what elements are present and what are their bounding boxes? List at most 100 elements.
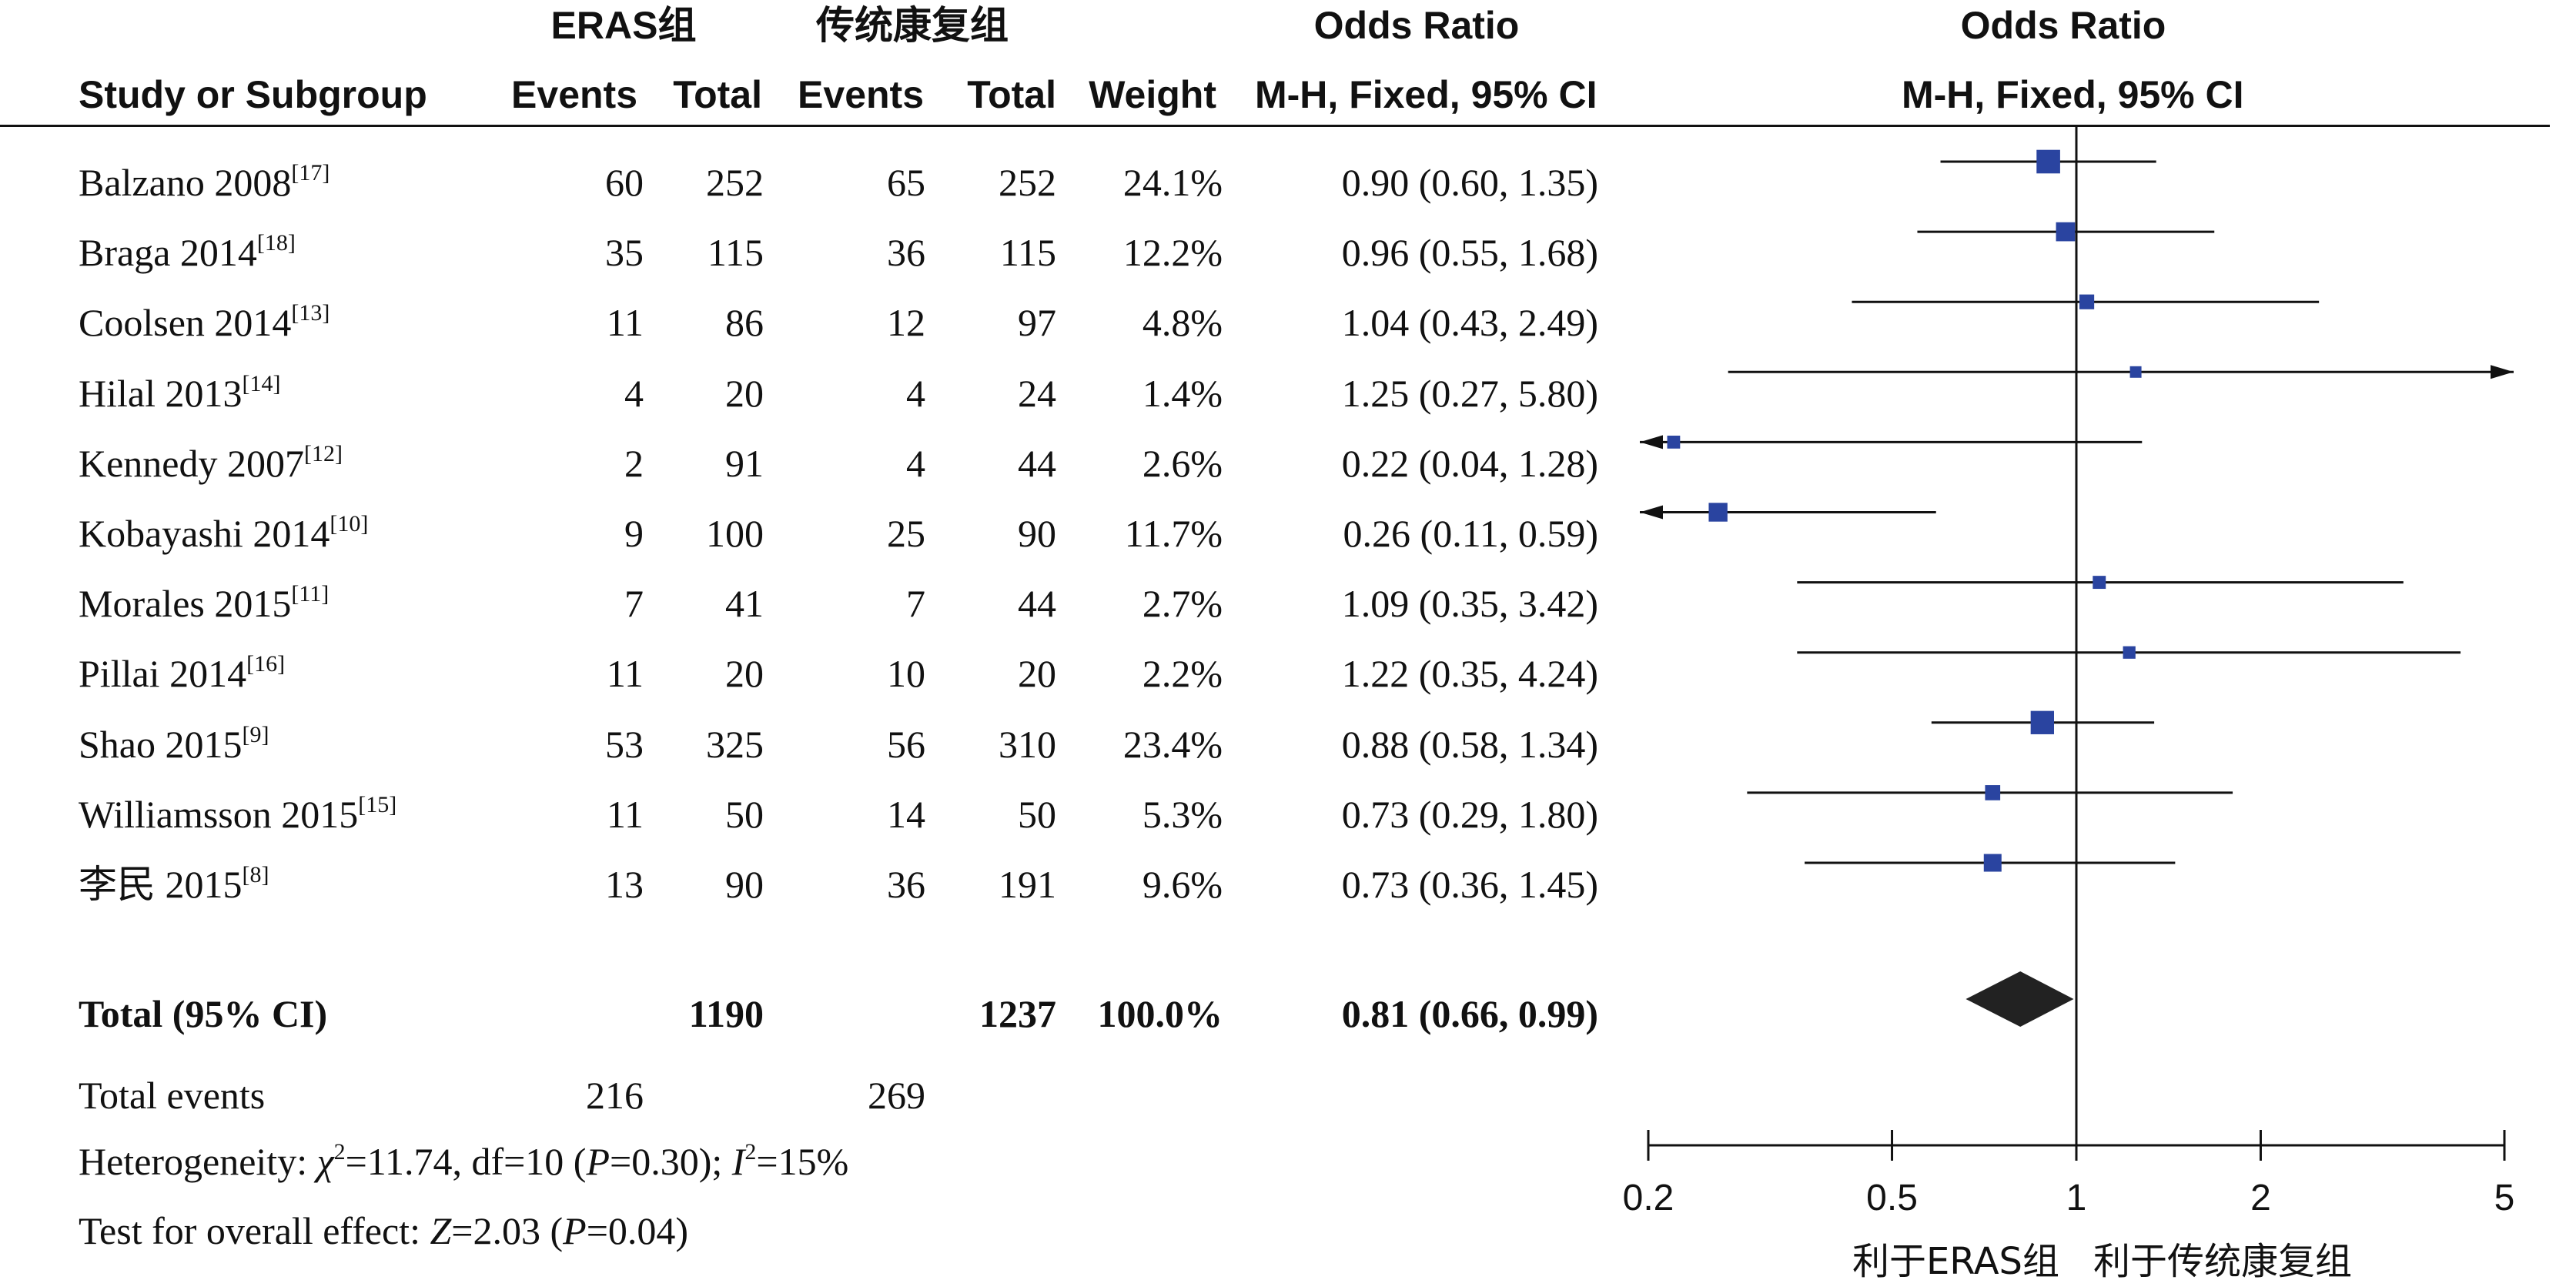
study-weight: 5.3% bbox=[1142, 792, 1223, 836]
study-name-text: Braga 2014 bbox=[79, 231, 257, 275]
study-name-text: Balzano 2008 bbox=[79, 161, 292, 204]
total-t1: 1190 bbox=[688, 992, 764, 1035]
ci-arrow-left bbox=[1640, 505, 1663, 520]
total-events-label: Total events bbox=[79, 1074, 266, 1117]
total-label: Total (95% CI) bbox=[79, 992, 328, 1035]
total2-column-header: Total bbox=[967, 73, 1056, 116]
study-total1: 50 bbox=[725, 792, 764, 836]
study-ci-text: 1.09 (0.35, 3.42) bbox=[1341, 582, 1598, 626]
study-reference: [13] bbox=[291, 300, 330, 326]
study-events2: 4 bbox=[906, 441, 925, 485]
study-events2: 36 bbox=[887, 231, 925, 275]
study-ci-text: 0.73 (0.36, 1.45) bbox=[1341, 863, 1598, 906]
study-events1: 60 bbox=[605, 161, 644, 204]
study-weight: 2.2% bbox=[1142, 652, 1223, 696]
study-point bbox=[1667, 436, 1681, 449]
method-text-header: M-H, Fixed, 95% CI bbox=[1255, 73, 1597, 116]
study-reference: [18] bbox=[256, 230, 296, 256]
study-reference: [16] bbox=[246, 651, 286, 677]
favours-right-label: 利于传统康复组 bbox=[2093, 1240, 2352, 1280]
study-weight: 24.1% bbox=[1122, 161, 1223, 204]
study-events1: 11 bbox=[606, 301, 644, 345]
study-events1: 11 bbox=[606, 652, 644, 696]
study-weight: 4.8% bbox=[1142, 301, 1223, 345]
study-total1: 41 bbox=[725, 582, 764, 626]
study-name: Williamsson 2015[15] bbox=[79, 792, 396, 836]
overall-p-symbol: P bbox=[563, 1209, 587, 1252]
total-t2: 1237 bbox=[979, 992, 1056, 1035]
study-name: Morales 2015[11] bbox=[79, 582, 329, 626]
study-total2: 115 bbox=[999, 231, 1056, 275]
study-total2: 44 bbox=[1018, 441, 1056, 485]
heterogeneity-prefix: Heterogeneity: bbox=[79, 1140, 317, 1183]
study-total2: 44 bbox=[1018, 582, 1056, 626]
z-symbol: Z bbox=[430, 1209, 452, 1252]
study-weight: 11.7% bbox=[1124, 512, 1223, 555]
study-name-text: Williamsson 2015 bbox=[79, 792, 359, 836]
p-value: =0.30); bbox=[610, 1140, 732, 1183]
study-total2: 20 bbox=[1018, 652, 1056, 696]
study-events2: 14 bbox=[887, 792, 925, 836]
method-plot-header: M-H, Fixed, 95% CI bbox=[1902, 73, 2244, 116]
total-ci-text: 0.81 (0.66, 0.99) bbox=[1341, 992, 1598, 1035]
total-events-e2: 269 bbox=[868, 1074, 925, 1117]
study-total1: 91 bbox=[725, 441, 764, 485]
study-events1: 2 bbox=[624, 441, 644, 485]
study-events2: 65 bbox=[887, 161, 925, 204]
i-sup: 2 bbox=[744, 1139, 757, 1165]
study-name: Pillai 2014[16] bbox=[79, 651, 286, 693]
study-point bbox=[1985, 785, 2001, 800]
events2-column-header: Events bbox=[798, 73, 924, 116]
x-tick-label: 0.5 bbox=[1866, 1178, 1918, 1218]
odds-ratio-plot-header: Odds Ratio bbox=[1960, 4, 2166, 47]
favours-left-label: 利于ERAS组 bbox=[1852, 1240, 2059, 1280]
study-point bbox=[2036, 149, 2060, 174]
study-point bbox=[2056, 222, 2076, 242]
odds-ratio-text-header: Odds Ratio bbox=[1313, 4, 1520, 47]
study-ci-text: 0.90 (0.60, 1.35) bbox=[1341, 161, 1598, 204]
ci-arrow-left bbox=[1640, 435, 1663, 450]
study-total1: 20 bbox=[725, 371, 764, 415]
study-total1: 325 bbox=[706, 722, 764, 766]
study-name-text: Hilal 2013 bbox=[79, 371, 243, 415]
study-name-text: Kennedy 2007 bbox=[79, 441, 304, 485]
weight-column-header: Weight bbox=[1089, 73, 1216, 116]
study-total1: 20 bbox=[725, 652, 764, 696]
group1-header: ERAS组 bbox=[550, 4, 697, 47]
study-weight: 23.4% bbox=[1122, 722, 1223, 766]
study-reference: [12] bbox=[304, 440, 343, 466]
z-value: =2.03 ( bbox=[451, 1209, 564, 1252]
overall-p-value: =0.04) bbox=[586, 1209, 689, 1252]
study-total2: 252 bbox=[999, 161, 1056, 204]
study-events2: 25 bbox=[887, 512, 925, 555]
study-total1: 100 bbox=[706, 512, 764, 555]
study-name-text: Morales 2015 bbox=[79, 582, 292, 626]
study-events1: 53 bbox=[605, 722, 644, 766]
study-reference: [14] bbox=[242, 370, 281, 396]
study-weight: 1.4% bbox=[1142, 371, 1223, 415]
study-ci-text: 1.25 (0.27, 5.80) bbox=[1341, 371, 1598, 415]
study-reference: [17] bbox=[291, 160, 330, 185]
study-name: Shao 2015[9] bbox=[79, 722, 269, 766]
study-column-header: Study or Subgroup bbox=[79, 73, 427, 116]
study-name-text: Shao 2015 bbox=[79, 722, 243, 766]
study-total1: 252 bbox=[706, 161, 764, 204]
study-name: Kennedy 2007[12] bbox=[79, 440, 343, 485]
study-ci-text: 0.96 (0.55, 1.68) bbox=[1341, 231, 1598, 275]
study-events1: 13 bbox=[605, 863, 644, 906]
ci-arrow-right bbox=[2491, 365, 2514, 379]
chi-sup: 2 bbox=[333, 1139, 346, 1165]
study-ci-text: 0.73 (0.29, 1.80) bbox=[1341, 792, 1598, 836]
study-point bbox=[2079, 294, 2095, 309]
x-tick-label: 5 bbox=[2494, 1178, 2515, 1218]
study-events1: 4 bbox=[624, 371, 644, 415]
heterogeneity-line: Heterogeneity: χ2=11.74, df=10 (P=0.30);… bbox=[79, 1139, 848, 1183]
study-name-text: Kobayashi 2014 bbox=[79, 512, 330, 555]
study-point bbox=[2123, 646, 2136, 659]
study-events2: 7 bbox=[906, 582, 925, 626]
study-weight: 2.7% bbox=[1142, 582, 1223, 626]
study-point bbox=[2093, 576, 2106, 590]
study-events2: 12 bbox=[887, 301, 925, 345]
study-point bbox=[1983, 854, 2002, 872]
header-rule bbox=[0, 125, 2550, 127]
